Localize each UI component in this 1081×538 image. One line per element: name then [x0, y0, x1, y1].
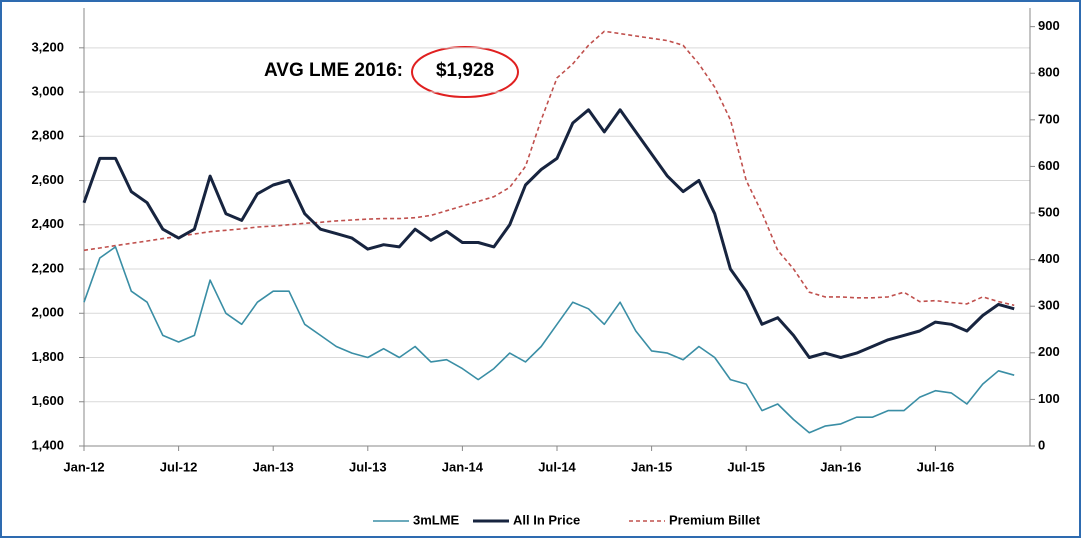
y2-tick-label: 500: [1038, 204, 1060, 219]
y-tick-label: 2,200: [31, 260, 64, 275]
x-tick-label: Jan-14: [442, 459, 484, 474]
x-tick-label: Jan-13: [253, 459, 294, 474]
y2-tick-label: 400: [1038, 251, 1060, 266]
annotation-value: $1,928: [436, 60, 494, 81]
y2-tick-label: 0: [1038, 437, 1045, 452]
y-tick-label: 1,600: [31, 393, 64, 408]
y2-tick-label: 900: [1038, 18, 1060, 33]
y2-tick-label: 300: [1038, 298, 1060, 313]
series-line: [83, 30, 1015, 307]
y-tick-label: 3,200: [31, 39, 64, 54]
annotation-label: AVG LME 2016:: [264, 60, 403, 81]
x-tick-label: Jul-12: [160, 459, 198, 474]
x-tick-label: Jul-14: [538, 459, 576, 474]
y2-tick-label: 800: [1038, 65, 1060, 80]
annotation-circle: [411, 46, 519, 98]
y-tick-label: 1,800: [31, 349, 64, 364]
y2-tick-label: 200: [1038, 344, 1060, 359]
y2-tick-label: 700: [1038, 111, 1060, 126]
x-tick-label: Jan-15: [631, 459, 672, 474]
y-tick-label: 2,400: [31, 216, 64, 231]
grid: [84, 47, 1030, 447]
y2-tick-label: 100: [1038, 391, 1060, 406]
legend-label: 3mLME: [413, 512, 460, 527]
x-tick-label: Jul-13: [349, 459, 387, 474]
x-tick-label: Jan-12: [63, 459, 104, 474]
y-tick-label: 1,400: [31, 437, 64, 452]
series-line: [82, 108, 1015, 359]
y2-tick-label: 600: [1038, 158, 1060, 173]
x-tick-label: Jul-16: [917, 459, 955, 474]
x-tick-label: Jan-16: [820, 459, 861, 474]
y-tick-label: 3,000: [31, 83, 64, 98]
legend-label: Premium Billet: [669, 512, 761, 527]
y-tick-label: 2,800: [31, 128, 64, 143]
x-tick-label: Jul-15: [727, 459, 765, 474]
legend-label: All In Price: [513, 512, 580, 527]
y-tick-label: 2,600: [31, 172, 64, 187]
y-tick-label: 2,000: [31, 305, 64, 320]
series-line: [83, 246, 1015, 434]
